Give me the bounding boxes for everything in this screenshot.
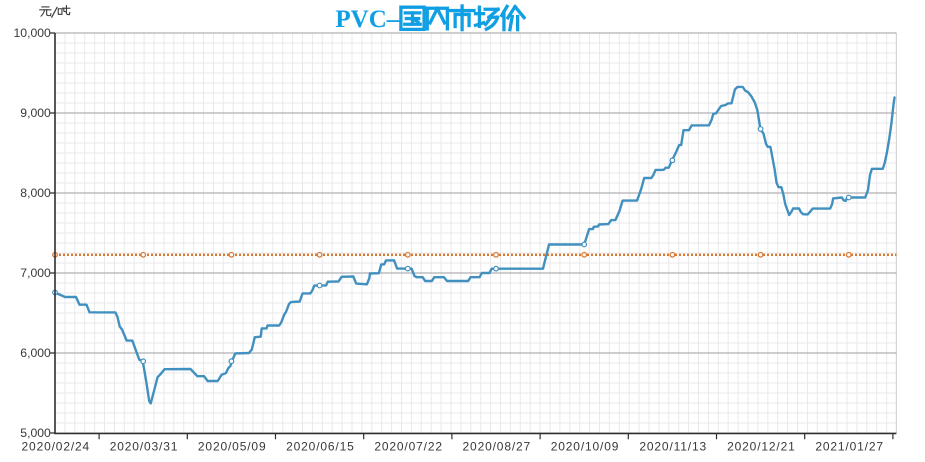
svg-text:2020/03/31: 2020/03/31 (110, 440, 179, 454)
svg-text:6,000: 6,000 (20, 346, 51, 360)
svg-text:2020/08/27: 2020/08/27 (463, 440, 532, 454)
svg-text:2020/11/13: 2020/11/13 (639, 440, 707, 454)
svg-text:2020/12/21: 2020/12/21 (727, 440, 796, 454)
svg-text:8,000: 8,000 (20, 186, 51, 200)
svg-text:2020/07/22: 2020/07/22 (374, 440, 443, 454)
svg-text:2020/06/15: 2020/06/15 (286, 440, 355, 454)
svg-text:9,000: 9,000 (20, 106, 51, 120)
svg-text:10,000: 10,000 (14, 26, 51, 40)
svg-text:5,000: 5,000 (20, 426, 51, 440)
svg-text:2020/10/09: 2020/10/09 (551, 440, 620, 454)
svg-text:2020/02/24: 2020/02/24 (22, 440, 91, 454)
svg-text:2020/05/09: 2020/05/09 (198, 440, 267, 454)
svg-text:7,000: 7,000 (20, 266, 51, 280)
svg-text:2021/01/27: 2021/01/27 (815, 440, 884, 454)
svg-text:PVC–: PVC– (335, 6, 399, 33)
